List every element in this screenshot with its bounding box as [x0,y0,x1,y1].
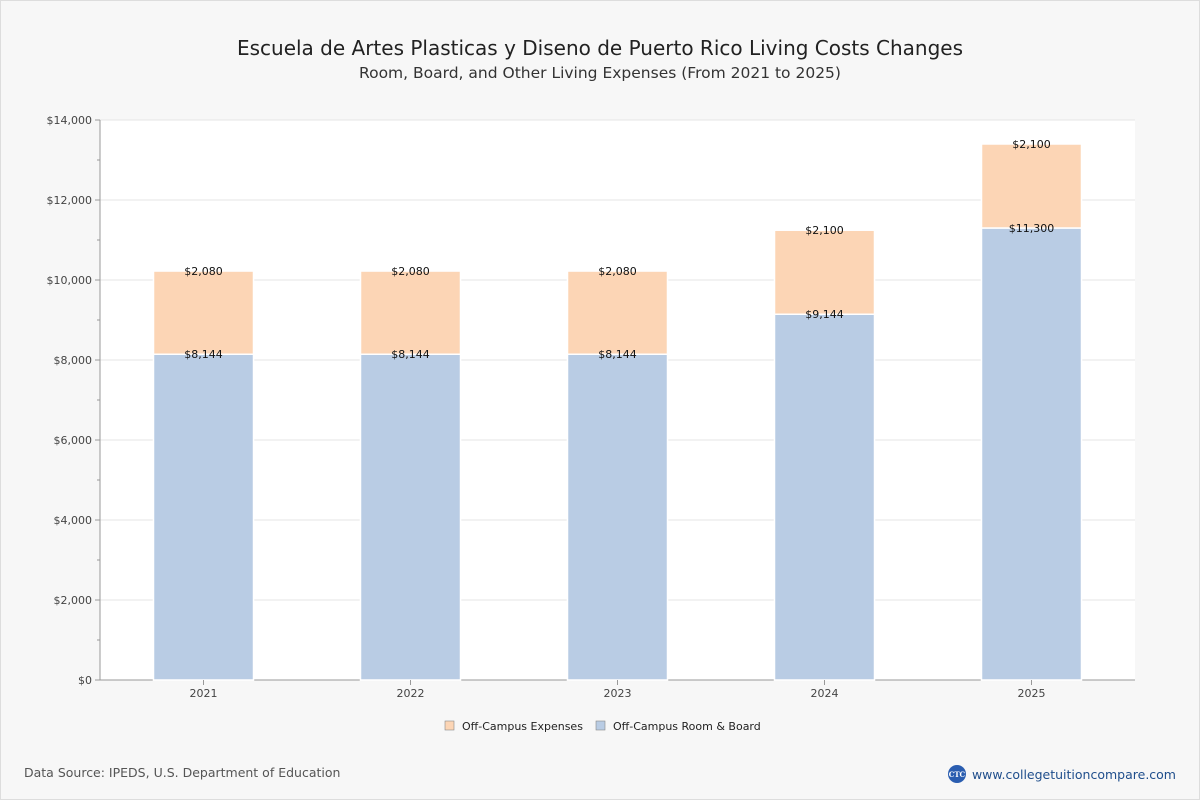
x-tick-label: 2025 [1018,687,1046,700]
data-label-expenses: $2,080 [391,265,430,278]
legend-label: Off-Campus Room & Board [613,720,761,733]
chart-subtitle: Room, Board, and Other Living Expenses (… [359,64,841,82]
bar-room-board [566,353,669,681]
y-tick-label: $14,000 [47,114,93,127]
bar-room-board [359,353,462,681]
data-label-expenses: $2,080 [598,265,637,278]
y-tick-label: $4,000 [54,514,93,527]
bar-room-board [152,353,255,681]
legend-label: Off-Campus Expenses [462,720,583,733]
bar-room-board [980,227,1083,681]
data-source-text: Data Source: IPEDS, U.S. Department of E… [24,765,341,780]
legend-swatch [595,720,606,731]
bar-expenses [566,270,669,355]
x-tick-label: 2023 [604,687,632,700]
data-label-expenses: $2,080 [184,265,223,278]
x-tick-label: 2021 [190,687,218,700]
chart-title: Escuela de Artes Plasticas y Diseno de P… [236,36,964,60]
bar-room-board [773,313,876,681]
y-tick-label: $0 [78,674,92,687]
bar-expenses [980,143,1083,229]
y-tick-label: $8,000 [54,354,93,367]
bar-expenses [152,270,255,355]
data-label-room-board: $11,300 [1009,222,1055,235]
brand-logo-icon: CTC [947,765,966,783]
data-label-room-board: $8,144 [184,348,223,361]
y-tick-label: $10,000 [47,274,93,287]
brand-link[interactable]: CTC www.collegetuitioncompare.com [947,765,1176,783]
brand-url[interactable]: www.collegetuitioncompare.com [971,766,1176,782]
data-label-room-board: $8,144 [391,348,430,361]
y-tick-label: $6,000 [54,434,93,447]
y-tick-label: $2,000 [54,594,93,607]
data-label-room-board: $8,144 [598,348,637,361]
data-label-expenses: $2,100 [1012,138,1051,151]
x-tick-label: 2024 [811,687,839,700]
data-label-room-board: $9,144 [805,308,844,321]
bar-expenses [359,270,462,355]
data-label-expenses: $2,100 [805,224,844,237]
x-tick-label: 2022 [397,687,425,700]
y-tick-label: $12,000 [47,194,93,207]
legend-swatch [444,720,455,731]
bar-expenses [773,229,876,315]
